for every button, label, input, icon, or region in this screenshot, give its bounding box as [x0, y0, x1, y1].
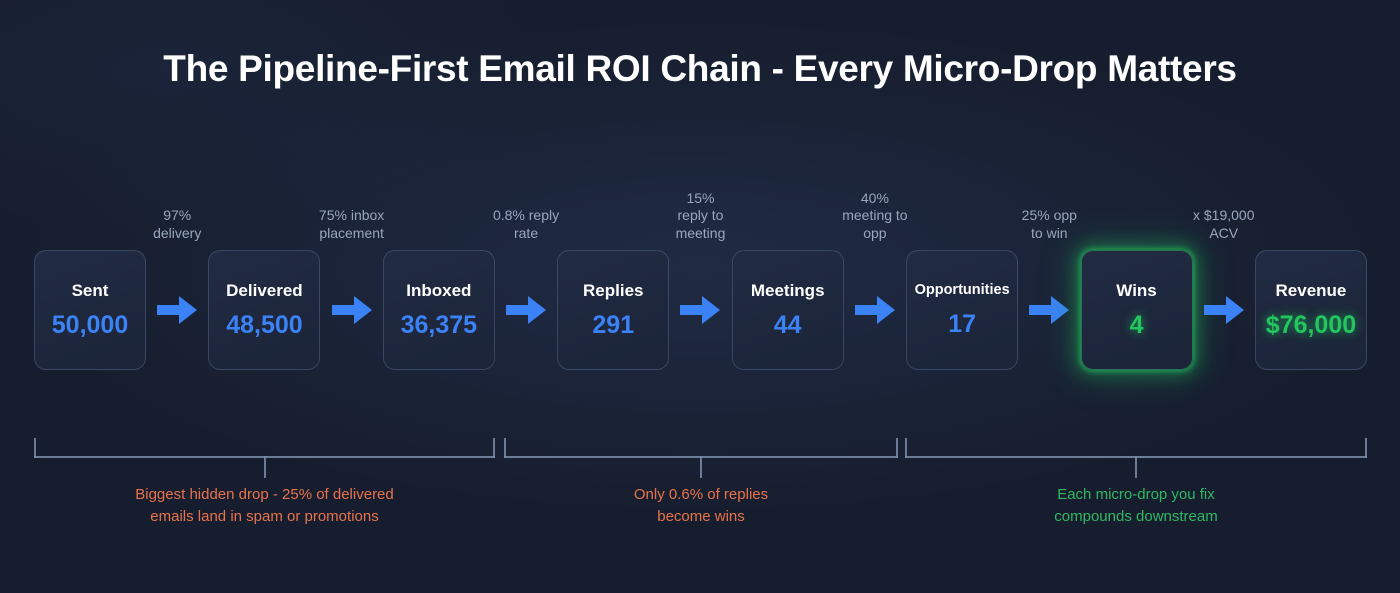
- bracket-caption: Biggest hidden drop - 25% of delivered em…: [135, 486, 394, 525]
- conversion-rate-label: x $19,000 ACV: [1192, 207, 1255, 241]
- node-label: Delivered: [226, 281, 303, 300]
- funnel-node-inboxed: Inboxed 36,375: [382, 250, 495, 370]
- node-value: 4: [1129, 311, 1144, 339]
- funnel-connector-5: 25% opp to win: [1018, 207, 1080, 370]
- arrow-right-icon: [331, 296, 372, 324]
- arrow-right-icon: [506, 296, 547, 324]
- bracket-tick-right: [1365, 438, 1367, 458]
- conversion-rate-label: 40% meeting to opp: [842, 189, 908, 241]
- bracket-tick-left: [34, 438, 36, 458]
- funnel-node-delivered: Delivered 48,500: [208, 250, 321, 370]
- node-value: 36,375: [400, 311, 478, 339]
- funnel-node-replies: Replies 291: [557, 250, 670, 370]
- node-label: Sent: [71, 281, 109, 300]
- bracket-stem: [263, 456, 266, 478]
- node-label: Wins: [1116, 281, 1157, 300]
- node-value: 44: [773, 311, 802, 339]
- node-value: 48,500: [226, 311, 303, 339]
- conversion-rate-label: 25% opp to win: [1021, 207, 1077, 241]
- arrow-right-icon: [680, 296, 721, 324]
- bracket-tick-left: [905, 438, 907, 458]
- conversion-rate-label: 0.8% reply rate: [492, 207, 560, 241]
- arrow-right-icon: [1029, 296, 1070, 324]
- conversion-rate-label: 97% delivery: [153, 207, 202, 241]
- arrow-right-icon: [854, 296, 895, 324]
- funnel-node-sent: Sent 50,000: [34, 250, 146, 370]
- page-title: The Pipeline-First Email ROI Chain - Eve…: [163, 48, 1237, 89]
- bracket-tick-right: [896, 438, 898, 458]
- node-label: Meetings: [750, 281, 825, 300]
- funnel-connector-0: 97% delivery: [146, 207, 208, 370]
- bracket-stem: [1135, 456, 1137, 478]
- node-value: 50,000: [51, 311, 129, 339]
- funnel-connector-2: 0.8% reply rate: [493, 207, 559, 370]
- node-label: Revenue: [1275, 281, 1347, 300]
- node-label: Opportunities: [914, 282, 1010, 299]
- bracket-tick-right: [493, 438, 495, 458]
- annotation-brackets: Biggest hidden drop - 25% of delivered em…: [0, 430, 1400, 560]
- arrow-right-icon: [157, 296, 198, 324]
- arrow-right-icon: [1203, 296, 1244, 324]
- conversion-rate-label: 15% reply to meeting: [675, 189, 726, 241]
- funnel-node-revenue: Revenue $76,000: [1254, 250, 1367, 370]
- funnel-chain: Sent 50,000 97% delivery Delivered 48,500 75% …: [34, 190, 1367, 370]
- bracket-stem: [700, 456, 702, 478]
- funnel-connector-1: 75% inbox placement: [319, 207, 384, 370]
- node-value: 291: [592, 311, 635, 339]
- conversion-rate-label: 75% inbox placement: [318, 207, 385, 241]
- funnel-node-opportunities: Opportunities 17: [906, 250, 1019, 370]
- node-label: Inboxed: [406, 281, 472, 300]
- funnel-node-meetings: Meetings 44: [731, 250, 844, 370]
- funnel-connector-3: 15% reply to meeting: [669, 190, 731, 370]
- node-value: $76,000: [1265, 311, 1357, 339]
- funnel-connector-6: x $19,000 ACV: [1193, 207, 1255, 370]
- bracket-tick-left: [504, 438, 506, 458]
- bracket-caption: Each micro-drop you fix compounds downstr…: [1054, 486, 1218, 525]
- funnel-node-wins: Wins 4: [1080, 250, 1193, 370]
- funnel-connector-4: 40% meeting to opp: [842, 190, 908, 370]
- node-label: Replies: [583, 281, 644, 300]
- bracket-caption: Only 0.6% of replies become wins: [633, 486, 769, 525]
- node-value: 17: [948, 309, 977, 338]
